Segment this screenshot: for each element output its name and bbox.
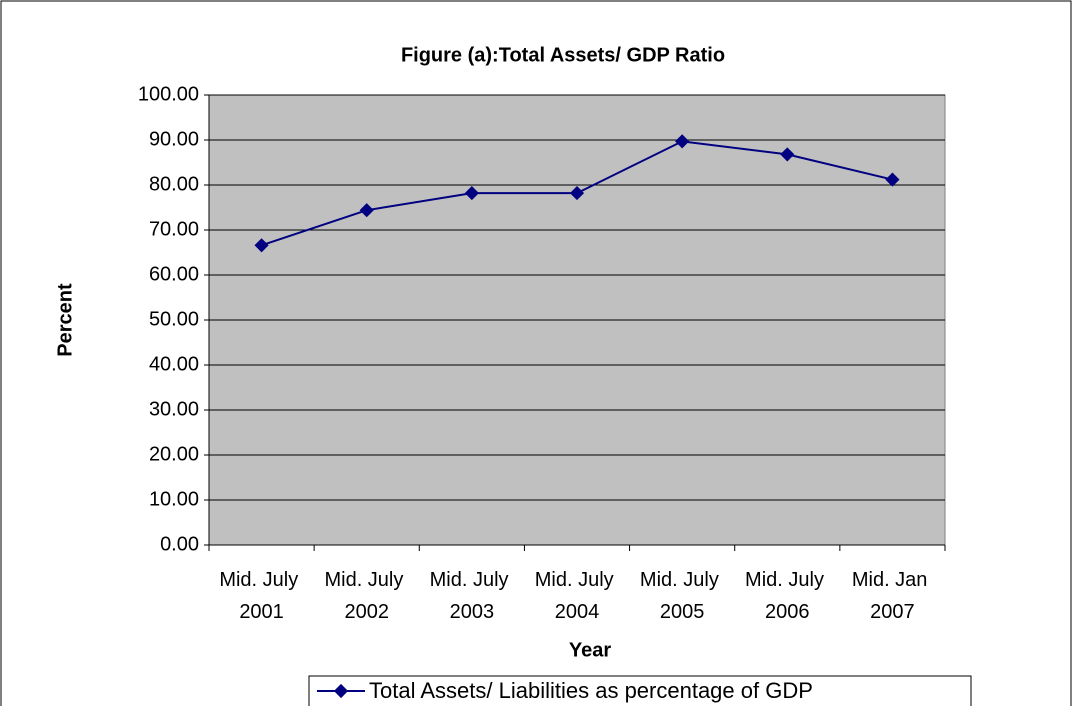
y-tick-label: 50.00 — [149, 308, 199, 330]
x-tick-label: Mid. Jan 2007 — [852, 569, 933, 623]
x-tick-label-line: Mid. Jan — [852, 569, 933, 591]
y-tick-label: 90.00 — [149, 128, 199, 150]
legend-box — [308, 675, 972, 706]
x-tick-label-line: Mid. July — [535, 569, 619, 591]
x-tick-label-line: Mid. July — [640, 569, 724, 591]
x-tick-label-line: Mid. July — [430, 569, 514, 591]
x-tick-label-line: 2002 — [344, 601, 389, 623]
chart-title: Figure (a):Total Assets/ GDP Ratio — [401, 44, 725, 66]
x-tick-label: Mid. July 2003 — [430, 569, 514, 623]
x-tick-label: Mid. July 2005 — [640, 569, 724, 623]
y-tick-label: 20.00 — [149, 443, 199, 465]
x-tick-label: Mid. July 2002 — [324, 569, 408, 623]
point-marker — [780, 147, 795, 162]
point-marker — [254, 238, 269, 253]
point-marker — [885, 172, 900, 187]
y-tick-label: 0.00 — [160, 533, 199, 555]
x-tick-label-line: 2006 — [765, 601, 810, 623]
y-tick-label: 30.00 — [149, 398, 199, 420]
point-marker — [464, 186, 479, 201]
y-tick-label: 40.00 — [149, 353, 199, 375]
x-tick-label-line: 2004 — [555, 601, 600, 623]
y-tick-label: 100.00 — [138, 83, 199, 105]
y-tick-label: 80.00 — [149, 173, 199, 195]
x-tick-label: Mid. July 2004 — [535, 569, 619, 623]
y-axis-title: Percent — [54, 283, 76, 357]
x-tick-label-line: Mid. July — [324, 569, 408, 591]
point-marker — [569, 186, 585, 201]
x-tick-label-line: 2007 — [870, 601, 915, 623]
x-tick-label-line: Mid. July — [745, 569, 829, 591]
x-tick-label-line: 2005 — [660, 601, 705, 623]
x-axis-title: Year — [569, 639, 611, 661]
legend-marker — [333, 683, 349, 699]
legend-label: Total Assets/ Liabilities as percentage … — [369, 678, 813, 703]
y-tick-label: 60.00 — [149, 263, 199, 285]
x-tick-label-line: 2003 — [450, 601, 495, 623]
point-marker — [675, 134, 690, 149]
x-tick-label: Mid. July 2001 — [219, 569, 303, 623]
x-tick-label: Mid. July 2006 — [745, 569, 829, 623]
x-tick-label-line: 2001 — [239, 601, 284, 623]
y-tick-label: 70.00 — [149, 218, 199, 240]
y-tick-label: 10.00 — [149, 488, 199, 510]
point-marker — [359, 203, 374, 218]
x-tick-label-line: Mid. July — [219, 569, 303, 591]
